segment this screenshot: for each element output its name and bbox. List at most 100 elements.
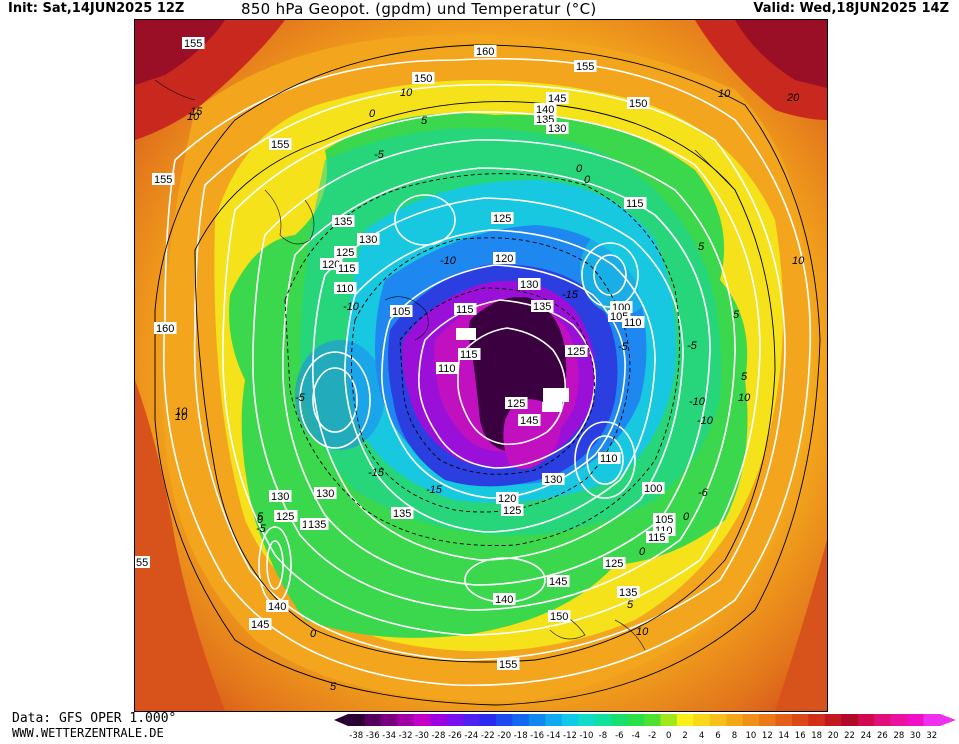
legend-color-swatch: [528, 714, 546, 726]
svg-text:115: 115: [460, 349, 478, 361]
legend-color-swatch: [660, 714, 678, 726]
svg-text:150: 150: [629, 98, 647, 110]
svg-text:135: 135: [619, 587, 637, 599]
legend-tick-label: 8: [732, 731, 737, 740]
legend-color-swatch: [693, 714, 711, 726]
temperature-label: -15: [562, 289, 579, 301]
legend-color-swatch: [792, 714, 809, 726]
geopotential-label: 105: [653, 513, 676, 526]
geopotential-label: 110: [436, 362, 459, 375]
blank-label-box: [456, 328, 476, 340]
svg-text:125: 125: [605, 558, 623, 570]
init-time-label: Init: Sat,14JUN2025 12Z: [8, 1, 185, 16]
legend-color-swatch: [923, 714, 941, 726]
temperature-contours: [154, 44, 821, 706]
geopotential-label: 130: [546, 122, 569, 135]
svg-text:105: 105: [655, 514, 673, 526]
geopotential-label: 155: [152, 173, 175, 186]
legend-tick-label: 0: [666, 731, 671, 740]
legend-color-swatch: [545, 714, 563, 726]
legend-arrow-right: [940, 714, 956, 726]
legend-tick-label: 4: [699, 731, 704, 740]
temperature-label: -10: [440, 255, 457, 267]
svg-text:125: 125: [276, 511, 294, 523]
svg-text:145: 145: [251, 619, 269, 631]
legend-color-swatch: [841, 714, 859, 726]
temperature-label: 10: [792, 255, 805, 267]
geopotential-label: 145: [249, 618, 272, 631]
svg-text:115: 115: [626, 198, 644, 210]
legend-color-swatch: [759, 714, 777, 726]
svg-text:115: 115: [456, 304, 474, 316]
color-legend: -38 -36 -34 -32 -30 -28 -26 -24 -22 -20 -18 -16 -14-…: [332, 712, 958, 741]
svg-text:125: 125: [503, 505, 521, 517]
svg-text:160: 160: [476, 46, 494, 58]
hot-core-ne: [735, 20, 827, 88]
blank-label-box: [543, 388, 569, 402]
temperature-label: -6: [698, 487, 709, 499]
legend-color-swatch: [578, 714, 596, 726]
geopotential-label: 130: [542, 473, 565, 486]
geopotential-label: 155: [182, 37, 205, 50]
geopotential-label: 140: [266, 600, 289, 613]
svg-text:125: 125: [336, 247, 354, 259]
temperature-label: 0: [584, 174, 591, 186]
legend-tick-label: 2: [682, 731, 687, 740]
svg-text:125: 125: [507, 398, 525, 410]
legend-tick-label: -32: [399, 731, 413, 740]
temperature-label: 5: [627, 599, 634, 611]
geopotential-labels: 155 160 150 155 145 140 135 130 150 155 155 115 135 1…: [135, 37, 676, 671]
map-title: 850 hPa Geopot. (gpdm) und Temperatur (°…: [241, 0, 597, 18]
legend-tick-label: -8: [599, 731, 607, 740]
temperature-label: 10: [718, 88, 731, 100]
temperature-label: -5: [295, 392, 306, 404]
temperature-label: 10: [738, 392, 751, 404]
legend-color-swatch: [397, 714, 415, 726]
legend-color-swatch: [561, 714, 579, 726]
legend-tick-label: -4: [632, 731, 640, 740]
geopotential-label: 160: [154, 322, 177, 335]
geopotential-label: 120: [493, 252, 516, 265]
svg-text:155: 155: [184, 38, 202, 50]
geopotential-label: 155: [497, 658, 520, 671]
svg-text:150: 150: [550, 611, 568, 623]
svg-text:110: 110: [438, 363, 456, 375]
temperature-label: 0: [257, 514, 264, 526]
temperature-label: 0: [576, 163, 583, 175]
legend-color-swatch: [874, 714, 892, 726]
geopotential-label: 110: [598, 452, 621, 465]
legend-color-swatch: [594, 714, 612, 726]
svg-text:100: 100: [644, 483, 662, 495]
geopotential-label: 145: [546, 92, 569, 105]
svg-text:125: 125: [567, 346, 585, 358]
geopotential-label: 135: [617, 586, 640, 599]
svg-text:115: 115: [648, 532, 666, 544]
svg-text:145: 145: [520, 415, 538, 427]
geopotential-label: 135: [531, 300, 554, 313]
svg-text:155: 155: [271, 139, 289, 151]
data-source-label: Data: GFS OPER 1.000°: [12, 711, 177, 726]
svg-text:135: 135: [334, 216, 352, 228]
hot-region-sw: [135, 380, 225, 711]
temperature-label: -15: [368, 467, 385, 479]
svg-text:160: 160: [156, 323, 174, 335]
svg-text:140: 140: [268, 601, 286, 613]
legend-color-swatch: [512, 714, 530, 726]
legend-tick-label: -22: [481, 731, 495, 740]
legend-tick-label: -34: [382, 731, 396, 740]
geopotential-label: 125: [274, 510, 297, 523]
legend-color-swatch: [857, 714, 875, 726]
svg-text:120: 120: [495, 253, 513, 265]
temperature-label: 0: [683, 511, 690, 523]
temperature-label: -15: [426, 484, 443, 496]
svg-text:155: 155: [154, 174, 172, 186]
legend-color-swatch: [775, 714, 793, 726]
valid-time-label: Valid: Wed,18JUN2025 14Z: [753, 1, 949, 16]
temperature-label: -5: [374, 149, 385, 161]
svg-text:135: 135: [533, 301, 551, 313]
legend-tick-label: 22: [844, 731, 855, 740]
geopotential-label: 135: [306, 518, 329, 531]
svg-text:130: 130: [271, 491, 289, 503]
legend-color-swatch: [446, 714, 464, 726]
